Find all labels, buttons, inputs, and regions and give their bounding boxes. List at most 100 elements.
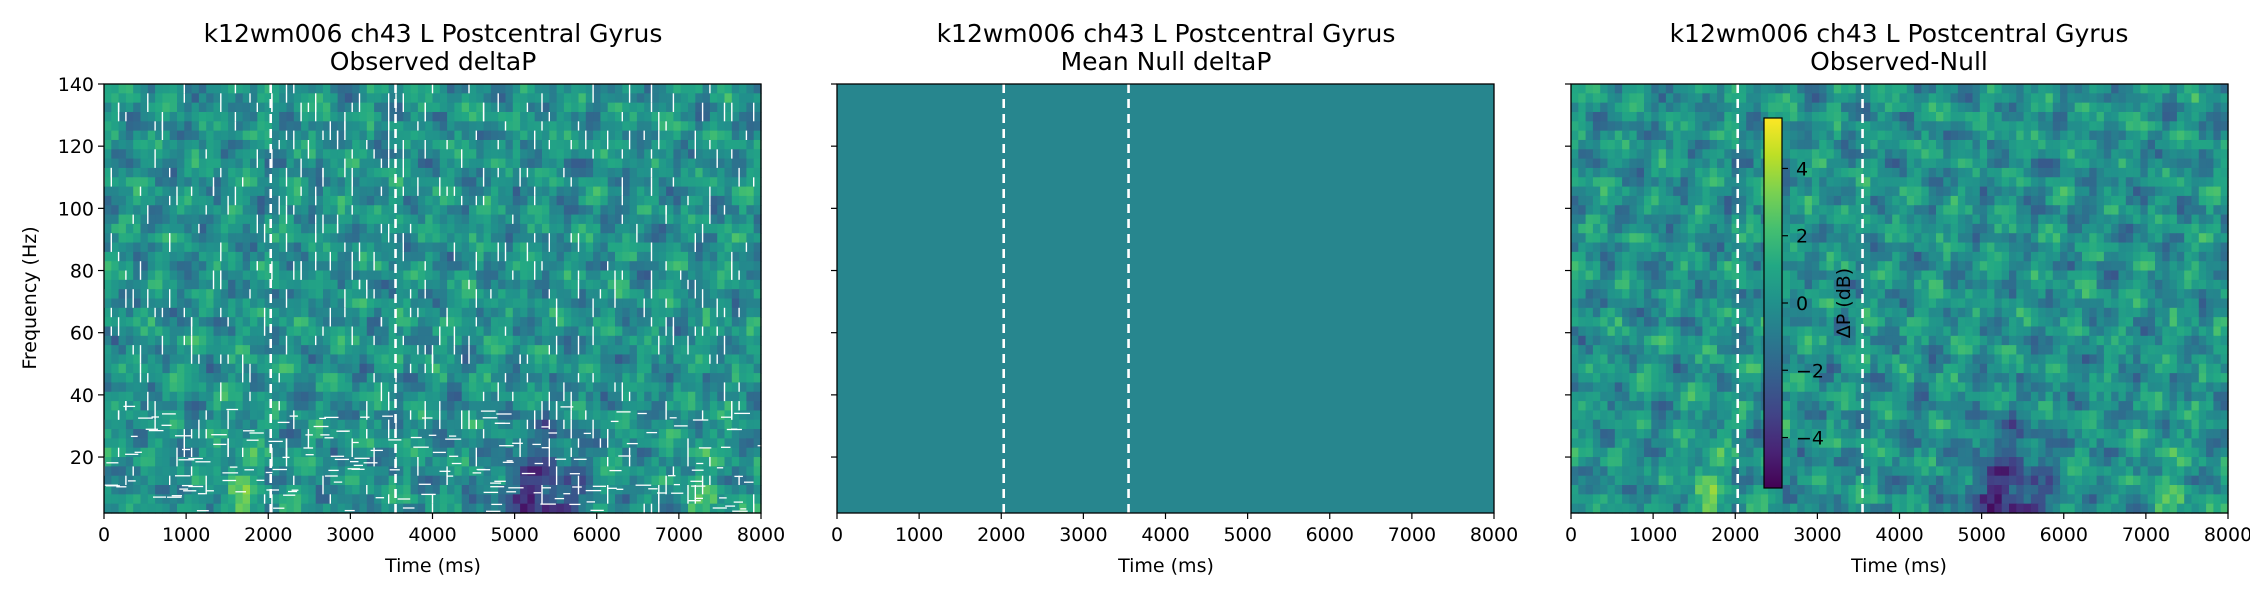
heatmap-cell: [636, 438, 645, 449]
heatmap-cell: [702, 177, 711, 188]
heatmap-cell: [264, 279, 273, 290]
heatmap-cell: [461, 121, 470, 132]
heatmap-cell: [388, 363, 397, 374]
heatmap-cell: [271, 345, 280, 356]
heatmap-cell: [629, 149, 638, 160]
heatmap-cell: [490, 177, 499, 188]
heatmap-cell: [213, 214, 222, 225]
heatmap-cell: [439, 354, 448, 365]
heatmap-cell: [724, 494, 733, 505]
heatmap-cell: [257, 485, 266, 495]
heatmap-cell: [337, 457, 346, 467]
heatmap-cell: [498, 494, 507, 505]
heatmap-cell: [717, 251, 726, 262]
heatmap-cell: [717, 345, 726, 356]
heatmap-cell: [228, 326, 236, 337]
heatmap-cell: [403, 251, 412, 262]
heatmap-cell: [286, 373, 295, 384]
heatmap-cell: [520, 167, 528, 178]
heatmap-cell: [717, 410, 726, 421]
heatmap-cell: [542, 363, 550, 374]
heatmap-cell: [447, 503, 455, 514]
heatmap-cell: [162, 121, 171, 132]
heatmap-cell: [403, 419, 412, 430]
heatmap-cell: [534, 419, 543, 430]
heatmap-cell: [374, 261, 382, 272]
heatmap-cell: [323, 503, 331, 514]
heatmap-cell: [140, 391, 149, 402]
heatmap-cell: [520, 214, 528, 225]
heatmap-cell: [250, 214, 258, 225]
heatmap-cell: [301, 289, 309, 300]
heatmap-cell: [396, 158, 404, 169]
heatmap-cell: [184, 233, 193, 244]
heatmap-cell: [556, 186, 565, 197]
heatmap-cell: [381, 419, 390, 430]
heatmap-cell: [556, 373, 565, 384]
heatmap-cell: [162, 401, 171, 412]
heatmap-cell: [600, 466, 609, 477]
heatmap-cell: [1673, 84, 1682, 94]
heatmap-cell: [381, 354, 390, 365]
heatmap-cell: [140, 223, 149, 234]
heatmap-cell: [615, 326, 623, 337]
heatmap-cell: [220, 457, 229, 467]
heatmap-cell: [636, 363, 645, 374]
heatmap-cell: [520, 410, 528, 421]
heatmap-cell: [366, 391, 375, 402]
heatmap-cell: [483, 494, 492, 505]
heatmap-cell: [140, 93, 149, 104]
heatmap-cell: [228, 466, 236, 477]
heatmap-cell: [118, 475, 127, 486]
heatmap-cell: [746, 457, 755, 467]
heatmap-cell: [184, 457, 193, 467]
heatmap-cell: [534, 457, 543, 467]
heatmap-cell: [527, 457, 536, 467]
heatmap-cell: [739, 438, 747, 449]
heatmap-cell: [483, 102, 492, 113]
heatmap-cell: [359, 363, 368, 374]
heatmap-cell: [337, 382, 346, 393]
heatmap-cell: [125, 466, 134, 477]
heatmap-cell: [177, 326, 185, 337]
heatmap-cell: [585, 494, 594, 505]
heatmap-cell: [293, 251, 302, 262]
heatmap-cell: [695, 270, 704, 281]
heatmap-cell: [534, 447, 543, 458]
heatmap-cell: [695, 335, 704, 346]
heatmap-cell: [724, 298, 733, 309]
heatmap-cell: [403, 345, 412, 356]
heatmap-cell: [381, 475, 390, 486]
heatmap-cell: [1921, 84, 1930, 94]
heatmap-cell: [739, 410, 747, 421]
heatmap-cell: [527, 466, 536, 477]
heatmap-cell: [673, 205, 682, 216]
heatmap-cell: [396, 149, 404, 160]
heatmap-cell: [695, 391, 704, 402]
heatmap-cell: [1892, 84, 1901, 94]
heatmap-cell: [140, 345, 149, 356]
heatmap-cell: [330, 363, 339, 374]
heatmap-cell: [271, 326, 280, 337]
heatmap-cell: [140, 195, 149, 206]
heatmap-cell: [330, 270, 339, 281]
heatmap-cell: [242, 289, 251, 300]
heatmap-cell: [439, 438, 448, 449]
heatmap-cell: [301, 84, 309, 94]
heatmap-cell: [483, 503, 492, 514]
heatmap-cell: [366, 345, 375, 356]
heatmap-cell: [133, 130, 142, 141]
heatmap-cell: [323, 391, 331, 402]
heatmap-cell: [228, 223, 236, 234]
heatmap-cell: [666, 233, 674, 244]
heatmap-cell: [410, 186, 419, 197]
heatmap-cell: [622, 233, 631, 244]
heatmap-cell: [534, 485, 543, 495]
heatmap-cell: [585, 382, 594, 393]
heatmap-cell: [644, 326, 653, 337]
heatmap-cell: [125, 317, 134, 328]
heatmap-cell: [206, 307, 215, 318]
heatmap-cell: [447, 410, 455, 421]
heatmap-cell: [688, 438, 696, 449]
heatmap-cell: [600, 345, 609, 356]
